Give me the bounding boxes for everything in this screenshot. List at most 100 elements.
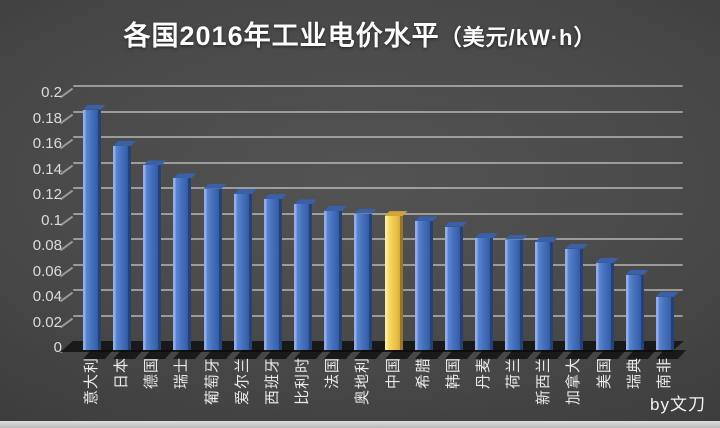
bar xyxy=(203,183,234,359)
y-axis-label: 0.06 xyxy=(32,262,62,280)
y-axis-label: 0.14 xyxy=(32,160,62,178)
bar-side xyxy=(339,210,343,350)
bar-face xyxy=(384,216,400,350)
y-gridline xyxy=(73,212,683,215)
bar-face xyxy=(354,213,370,350)
bar-side xyxy=(309,204,313,350)
bar xyxy=(263,194,294,359)
bar xyxy=(324,205,355,359)
bar-side xyxy=(610,262,614,350)
bar-side xyxy=(670,296,674,350)
bar-face xyxy=(474,238,490,350)
x-axis-label: 爱尔兰 xyxy=(233,357,251,406)
bar-top xyxy=(414,216,438,222)
bar-face xyxy=(324,210,340,350)
y-gridline xyxy=(73,161,683,164)
bar-face xyxy=(143,165,159,350)
bar-top xyxy=(505,234,529,240)
bar-face xyxy=(535,242,551,350)
bar xyxy=(293,199,325,359)
bar-side xyxy=(158,165,162,350)
bar-side xyxy=(550,242,554,350)
bar-top xyxy=(354,208,378,214)
y-axis-label: 0.04 xyxy=(32,288,62,305)
x-axis-label: 意大利 xyxy=(83,357,100,406)
y-gridline xyxy=(73,110,683,113)
bar-top xyxy=(294,199,318,205)
bar xyxy=(173,173,204,359)
y-axis-label: 0.18 xyxy=(32,109,62,127)
x-axis-label: 韩国 xyxy=(444,357,462,390)
bar-top xyxy=(625,269,649,275)
bar-top xyxy=(83,104,106,110)
bar-side xyxy=(218,188,222,350)
bar-face xyxy=(294,204,310,350)
bar xyxy=(82,104,114,359)
bar-top xyxy=(143,160,167,166)
bar-side xyxy=(399,216,403,350)
bar-side xyxy=(489,238,493,350)
bar-side xyxy=(520,239,524,350)
bar-side xyxy=(98,109,101,350)
bar-side xyxy=(248,194,252,350)
x-axis-label: 瑞典 xyxy=(625,357,643,390)
x-axis-label: 法国 xyxy=(324,357,342,390)
bar xyxy=(625,269,656,359)
bar-top xyxy=(565,243,589,249)
x-axis-label: 西班牙 xyxy=(263,357,281,406)
bar xyxy=(565,243,596,359)
bar-face xyxy=(113,145,129,350)
y-axis-label: 0.2 xyxy=(41,84,62,101)
bar-side xyxy=(429,221,433,350)
chart-title-unit: （美元/kW·h） xyxy=(439,25,597,50)
bar-top xyxy=(384,211,408,217)
bottom-edge-strip xyxy=(0,421,720,428)
y-gridline xyxy=(73,187,683,189)
bar-side xyxy=(369,213,373,350)
bar-side xyxy=(580,248,584,350)
y-axis-label: 0.08 xyxy=(32,237,62,254)
x-axis-label: 比利时 xyxy=(294,357,312,406)
x-axis-label: 德国 xyxy=(143,357,161,390)
bar-side xyxy=(278,199,282,350)
bar-face xyxy=(173,178,189,350)
x-axis-label: 加拿大 xyxy=(565,357,583,406)
x-axis-label: 希腊 xyxy=(414,357,432,390)
bar xyxy=(233,189,264,359)
bar-top xyxy=(595,257,619,263)
bar-top xyxy=(203,183,227,189)
bar-top xyxy=(444,221,468,227)
y-gridline xyxy=(73,136,683,138)
bar xyxy=(354,208,385,359)
bar-top xyxy=(474,233,498,239)
y-gridline xyxy=(73,238,683,240)
bar xyxy=(505,234,536,359)
x-axis-label: 新西兰 xyxy=(535,357,553,406)
bar-top xyxy=(655,291,679,297)
bar xyxy=(535,237,566,359)
y-gridline xyxy=(73,85,683,87)
watermark-text: by文刀 xyxy=(650,395,706,414)
bar-top xyxy=(535,237,559,243)
x-axis-label: 中国 xyxy=(384,357,402,390)
y-gridline xyxy=(73,289,683,291)
bar-face xyxy=(203,188,219,350)
x-axis-label: 奥地利 xyxy=(354,357,372,406)
bar-face xyxy=(233,194,249,350)
bar xyxy=(143,160,174,359)
x-axis-label: 葡萄牙 xyxy=(203,357,221,406)
x-axis-label: 日本 xyxy=(113,357,131,390)
y-axis-label: 0.02 xyxy=(32,313,62,331)
bar xyxy=(595,257,626,359)
bar-top xyxy=(263,194,287,200)
x-axis-label: 美国 xyxy=(595,357,613,390)
bar xyxy=(474,233,505,359)
bar xyxy=(113,140,144,359)
bar-face xyxy=(263,199,279,350)
bar xyxy=(384,211,415,359)
bar-face xyxy=(505,239,521,350)
x-axis-label: 丹麦 xyxy=(474,357,492,390)
bar-face xyxy=(565,248,581,350)
chart-title: 各国2016年工业电价水平（美元/kW·h） xyxy=(0,14,720,53)
